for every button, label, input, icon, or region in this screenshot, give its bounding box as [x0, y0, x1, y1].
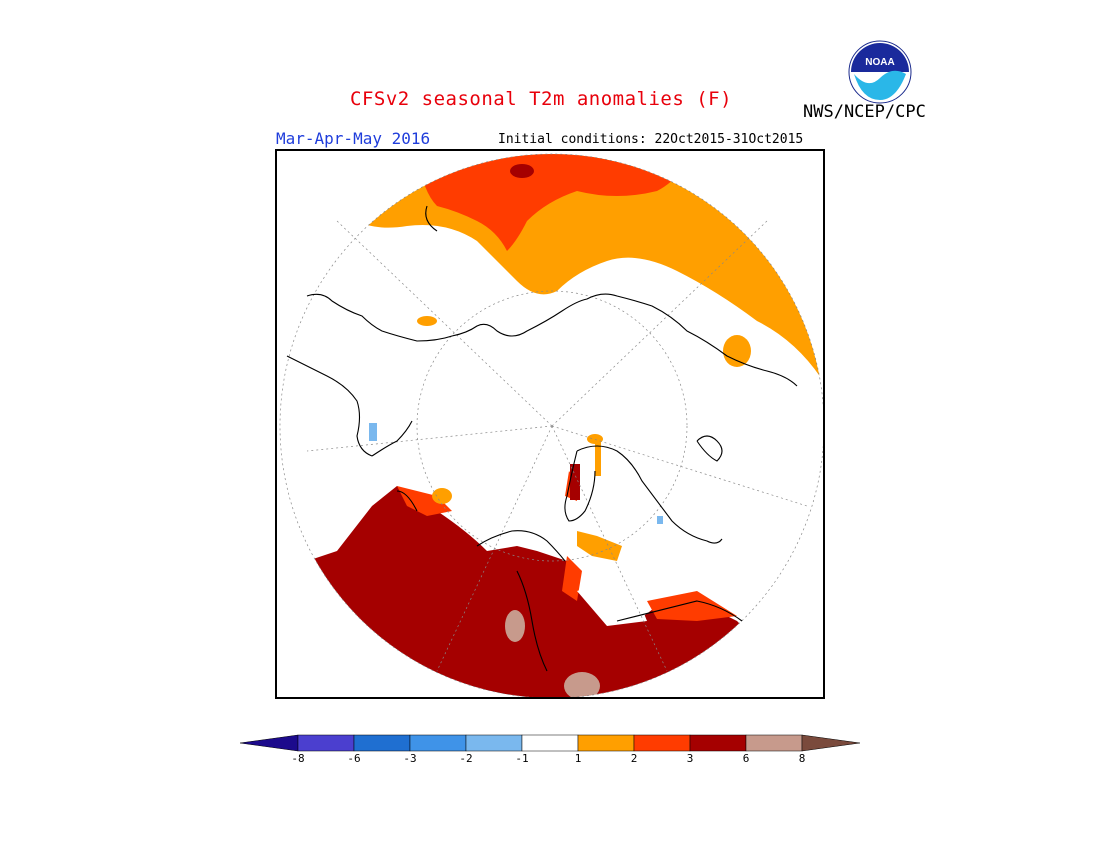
colorbar-tick-label: -6: [347, 752, 361, 765]
anomaly-red-fringe: [647, 591, 737, 621]
polar-map: [279, 153, 823, 697]
colorbar-tick-label: 3: [686, 752, 694, 765]
logo-bird: [854, 70, 906, 100]
colorbar-arrow-left: [240, 734, 299, 752]
coastlines: [286, 205, 798, 672]
anomaly-tan-patch: [564, 672, 600, 697]
colorbar-tick-label: 8: [798, 752, 806, 765]
anomaly-orange-scandinavia: [595, 436, 601, 476]
anomaly-red-north: [417, 154, 697, 251]
anomaly-orange-speck: [723, 335, 751, 367]
colorbar-tick-label: -1: [515, 752, 529, 765]
anomaly-orange-north-america: [280, 154, 823, 381]
logo-text: NOAA: [865, 57, 894, 68]
colorbar-segment: [353, 734, 411, 752]
colorbar-tick-label: -3: [403, 752, 417, 765]
colorbar-tick-label: 6: [742, 752, 750, 765]
anomaly-red-fringe: [562, 556, 582, 601]
initial-conditions-label: Initial conditions: 22Oct2015-31Oct2015: [498, 132, 804, 147]
graticule: [279, 153, 823, 697]
anomaly-neutral-gap: [577, 587, 647, 626]
colorbar-segment: [577, 734, 635, 752]
logo-top: [851, 43, 909, 72]
colorbar-tick-label: 2: [630, 752, 638, 765]
colorbar-segment: [689, 734, 747, 752]
colorbar-tick-label: -8: [291, 752, 305, 765]
anomaly-tan-patch: [505, 610, 525, 642]
anomaly-orange-europe: [577, 531, 622, 561]
anomaly-orange-speck: [417, 316, 437, 326]
map-frame: [275, 149, 825, 699]
colorbar-segment: [409, 734, 467, 752]
anomaly-darkred-eurasia: [280, 486, 747, 697]
logo: NOAA: [848, 40, 912, 104]
colorbar-segment: [633, 734, 691, 752]
anomaly-red-fringe: [397, 486, 452, 516]
colorbar-segment: [297, 734, 355, 752]
colorbar-arrow-right: [801, 734, 860, 752]
colorbar: [240, 734, 860, 752]
colorbar-tick-label: -2: [459, 752, 473, 765]
anomaly-red-scandinavia: [570, 464, 580, 500]
colorbar-segment: [465, 734, 523, 752]
map-title: CFSv2 seasonal T2m anomalies (F): [350, 88, 733, 110]
anomaly-orange-speck: [432, 488, 452, 504]
colorbar-tick-label: 1: [574, 752, 582, 765]
agency-label: NWS/NCEP/CPC: [803, 102, 926, 122]
anomaly-lightblue-patch: [657, 516, 663, 524]
anomaly-lightblue-patch: [369, 423, 377, 441]
anomaly-layer: [280, 154, 823, 697]
season-label: Mar-Apr-May 2016: [276, 129, 431, 148]
colorbar-segment: [745, 734, 803, 752]
colorbar-segment: [521, 734, 579, 752]
anomaly-darkred-north: [510, 164, 534, 178]
